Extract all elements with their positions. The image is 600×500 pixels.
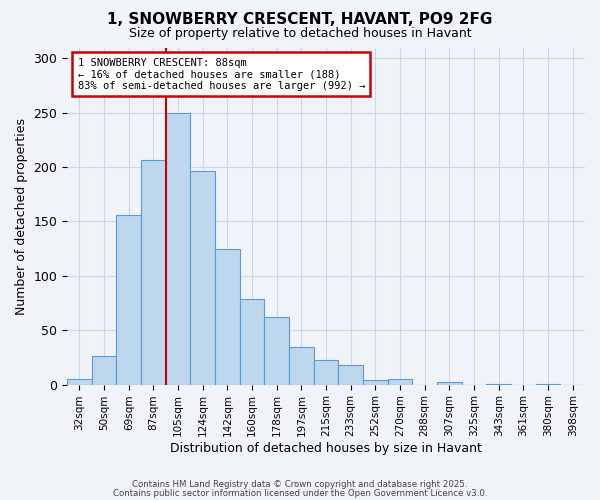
Text: Contains HM Land Registry data © Crown copyright and database right 2025.: Contains HM Land Registry data © Crown c… [132, 480, 468, 489]
Bar [289, 346, 314, 385]
Bar [437, 382, 462, 384]
Bar [116, 215, 141, 384]
Bar [338, 365, 363, 384]
Bar [141, 160, 166, 384]
Bar [388, 379, 412, 384]
Text: Contains public sector information licensed under the Open Government Licence v3: Contains public sector information licen… [113, 490, 487, 498]
Text: 1 SNOWBERRY CRESCENT: 88sqm
← 16% of detached houses are smaller (188)
83% of se: 1 SNOWBERRY CRESCENT: 88sqm ← 16% of det… [77, 58, 365, 91]
Bar [240, 298, 265, 384]
Y-axis label: Number of detached properties: Number of detached properties [15, 118, 28, 314]
Bar [363, 380, 388, 384]
Text: 1, SNOWBERRY CRESCENT, HAVANT, PO9 2FG: 1, SNOWBERRY CRESCENT, HAVANT, PO9 2FG [107, 12, 493, 28]
Bar [166, 112, 190, 384]
Bar [265, 317, 289, 384]
Bar [314, 360, 338, 384]
Bar [215, 248, 240, 384]
Bar [67, 379, 92, 384]
X-axis label: Distribution of detached houses by size in Havant: Distribution of detached houses by size … [170, 442, 482, 455]
Bar [92, 356, 116, 384]
Bar [190, 172, 215, 384]
Text: Size of property relative to detached houses in Havant: Size of property relative to detached ho… [128, 28, 472, 40]
